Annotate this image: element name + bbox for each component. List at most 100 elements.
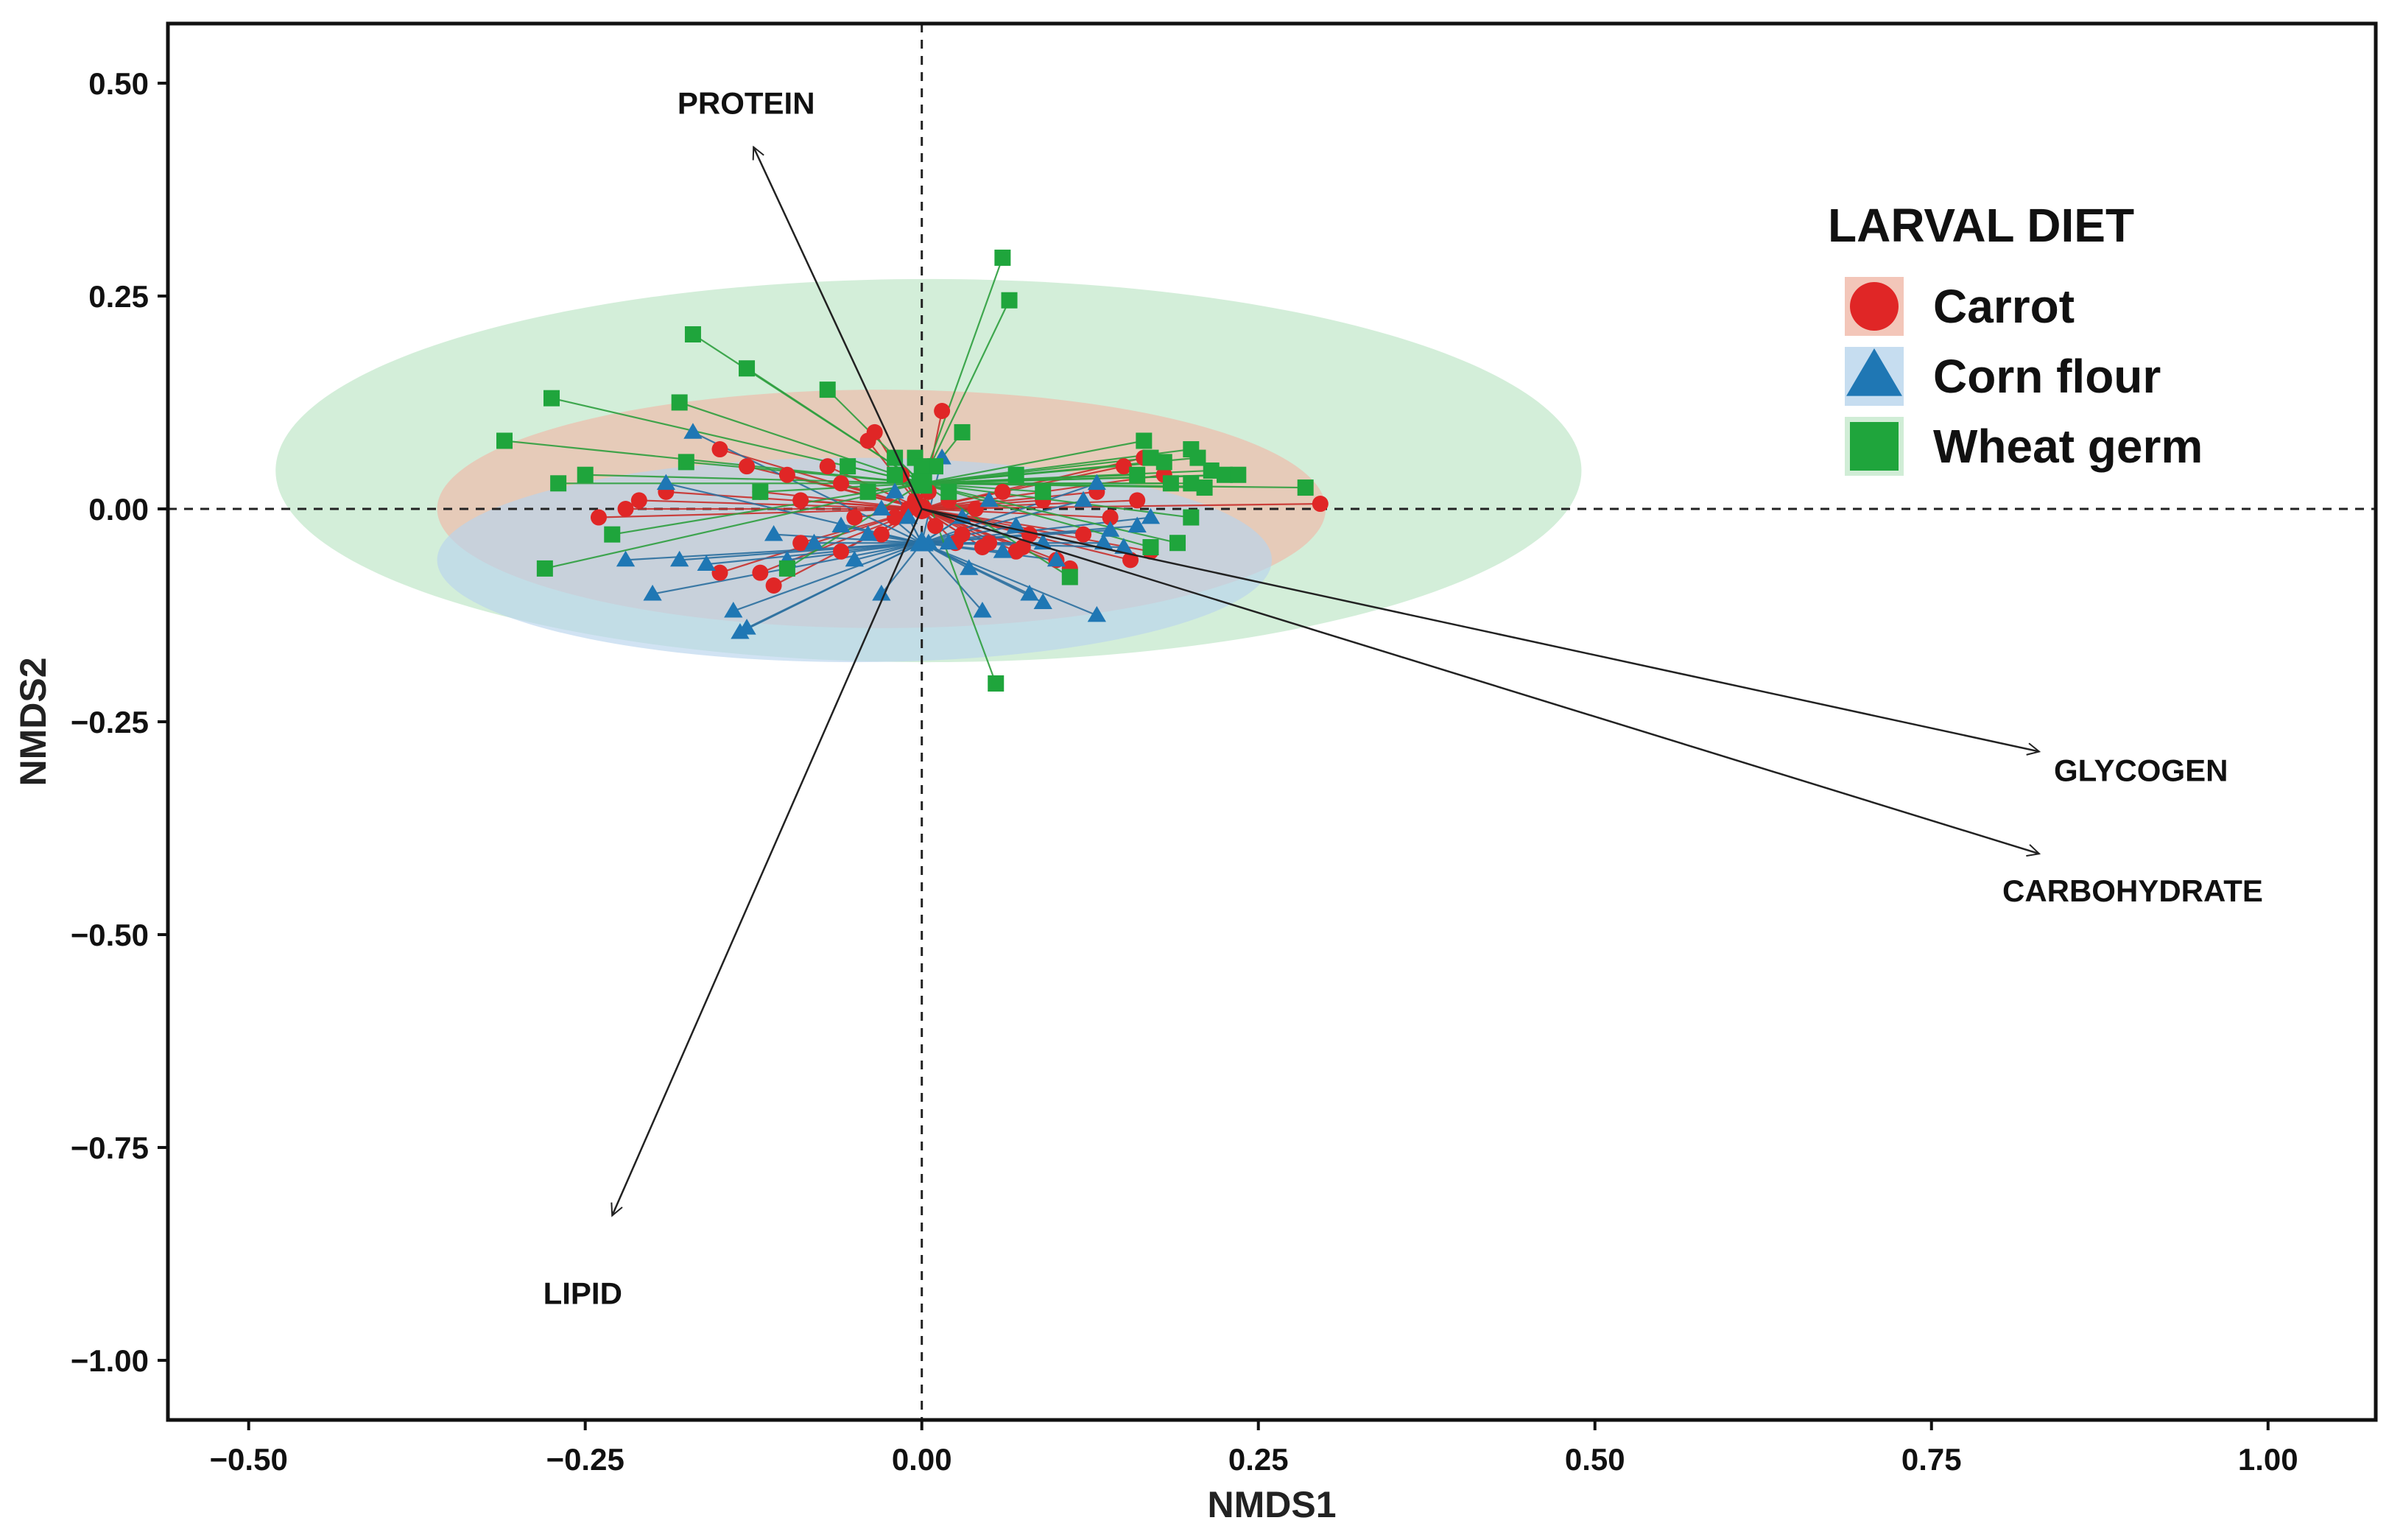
wheat-germ-spider-line: [921, 482, 997, 684]
carrot-point: [1075, 526, 1092, 543]
wheat-germ-point: [859, 483, 876, 500]
corn-flour-point: [616, 550, 636, 567]
carrot-point: [778, 466, 795, 483]
wheat-germ-point: [1189, 449, 1206, 466]
carrot-point: [873, 526, 890, 543]
lipid-vector-arrow: [612, 508, 923, 1216]
x-axis-title: NMDS1: [1207, 1484, 1336, 1525]
wheat-germ-point: [1155, 454, 1172, 471]
wheat-germ-legend-key-marker: [1850, 422, 1899, 471]
wheat-germ-spider-line: [544, 482, 922, 569]
corn-flour-point: [1033, 593, 1052, 610]
wheat-germ-point: [752, 483, 769, 500]
wheat-germ-point: [1203, 462, 1220, 479]
corn-flour-point: [993, 542, 1013, 558]
x-tick-label: 0.75: [1901, 1442, 1962, 1477]
corn-flour-point: [1046, 550, 1066, 567]
wheat-germ-spider-line: [921, 440, 1144, 485]
wheat-germ-point: [994, 249, 1011, 266]
wheat-germ-centroid: [911, 473, 932, 494]
corn-flour-point: [643, 584, 662, 601]
carrot-point: [792, 535, 809, 552]
corn-flour-point: [724, 602, 743, 618]
corn-flour-spider-line: [746, 542, 923, 629]
wheat-germ-spider-line: [585, 474, 922, 485]
wheat-germ-point: [496, 432, 513, 449]
wheat-germ-point: [1169, 535, 1186, 552]
wheat-germ-spider-line: [686, 461, 922, 485]
lipid-vector-label: LIPID: [543, 1276, 622, 1311]
carrot-point: [887, 509, 904, 526]
wheat-germ-point: [887, 466, 904, 483]
carrot-point: [994, 483, 1011, 500]
wheat-germ-point: [577, 466, 594, 483]
carrot-point: [934, 403, 951, 420]
carrot-spider-line: [598, 507, 922, 518]
carrot-spider-line: [921, 499, 1138, 510]
carrot-point: [833, 475, 850, 492]
carbohydrate-vector-label: CARBOHYDRATE: [2002, 873, 2263, 908]
carrot-point: [1115, 458, 1132, 475]
legend-title: LARVAL DIET: [1828, 199, 2134, 252]
corn-flour-point: [804, 533, 824, 550]
wheat-germ-spider-line: [921, 482, 1306, 489]
carrot-point: [1312, 496, 1329, 513]
carrot-spider-line: [760, 491, 922, 510]
environmental-vectors: PROTEIN LIPID GLYCOGEN CARBOHYDRATE: [543, 86, 2263, 1311]
corn-flour-point: [973, 602, 992, 618]
carrot-point: [765, 577, 782, 594]
carrot-point: [819, 458, 836, 475]
carrot-legend-label: Carrot: [1933, 280, 2075, 333]
corn-flour-point: [872, 499, 891, 516]
carrot-point: [792, 492, 809, 509]
wheat-germ-point: [671, 394, 688, 411]
wheat-germ-point: [940, 483, 957, 500]
x-tick-label: 0.50: [1565, 1442, 1625, 1477]
corn-flour-point: [1100, 521, 1120, 537]
carrot-spider-line: [921, 508, 983, 548]
x-tick-label: 0.00: [892, 1442, 952, 1477]
corn-flour-spider-line: [921, 542, 1097, 616]
x-tick-label: 1.00: [2238, 1442, 2298, 1477]
corn-flour-legend-label: Corn flour: [1933, 350, 2161, 403]
wheat-germ-point: [1297, 479, 1314, 496]
corn-flour-point: [831, 516, 851, 532]
corn-flour-point: [737, 619, 756, 635]
y-tick-label: −0.25: [71, 705, 149, 739]
carrot-point: [967, 500, 984, 517]
corn-flour-spider-line: [706, 542, 922, 566]
wheat-germ-point: [1001, 292, 1018, 309]
wheat-germ-point: [954, 423, 971, 440]
corn-flour-point: [764, 525, 784, 541]
corn-flour-point: [898, 507, 918, 524]
y-tick-label: −1.00: [71, 1343, 149, 1378]
corn-flour-spider-line: [921, 542, 983, 612]
wheat-germ-point: [1007, 466, 1024, 483]
carrot-point: [711, 441, 728, 458]
corn-flour-point: [885, 482, 904, 499]
corn-flour-point: [845, 550, 864, 567]
carrot-point: [846, 509, 863, 526]
carrot-point: [739, 458, 756, 475]
y-tick-label: 0.25: [88, 279, 149, 314]
x-tick-label: 0.25: [1228, 1442, 1289, 1477]
wheat-germ-point: [1142, 449, 1159, 466]
glycogen-vector-label: GLYCOGEN: [2054, 753, 2228, 787]
corn-flour-point: [1074, 491, 1093, 507]
corn-flour-point: [670, 550, 689, 567]
legend-items: Carrot Corn flour Wheat germ: [1845, 277, 2203, 476]
protein-vector-arrow: [753, 147, 923, 510]
wheat-germ-point: [678, 454, 694, 471]
corn-flour-spider-line: [692, 431, 923, 544]
y-tick-label: −0.50: [71, 918, 149, 952]
corn-flour-point: [1087, 474, 1107, 491]
carrot-point: [752, 564, 769, 581]
wheat-germ-spider-line: [921, 482, 1192, 518]
corn-flour-point: [939, 533, 958, 550]
carbohydrate-vector-arrow: [921, 507, 2039, 854]
wheat-germ-point: [819, 382, 836, 398]
carrot-point: [1102, 509, 1119, 526]
wheat-germ-point: [1142, 539, 1159, 555]
carrot-point: [833, 543, 850, 560]
